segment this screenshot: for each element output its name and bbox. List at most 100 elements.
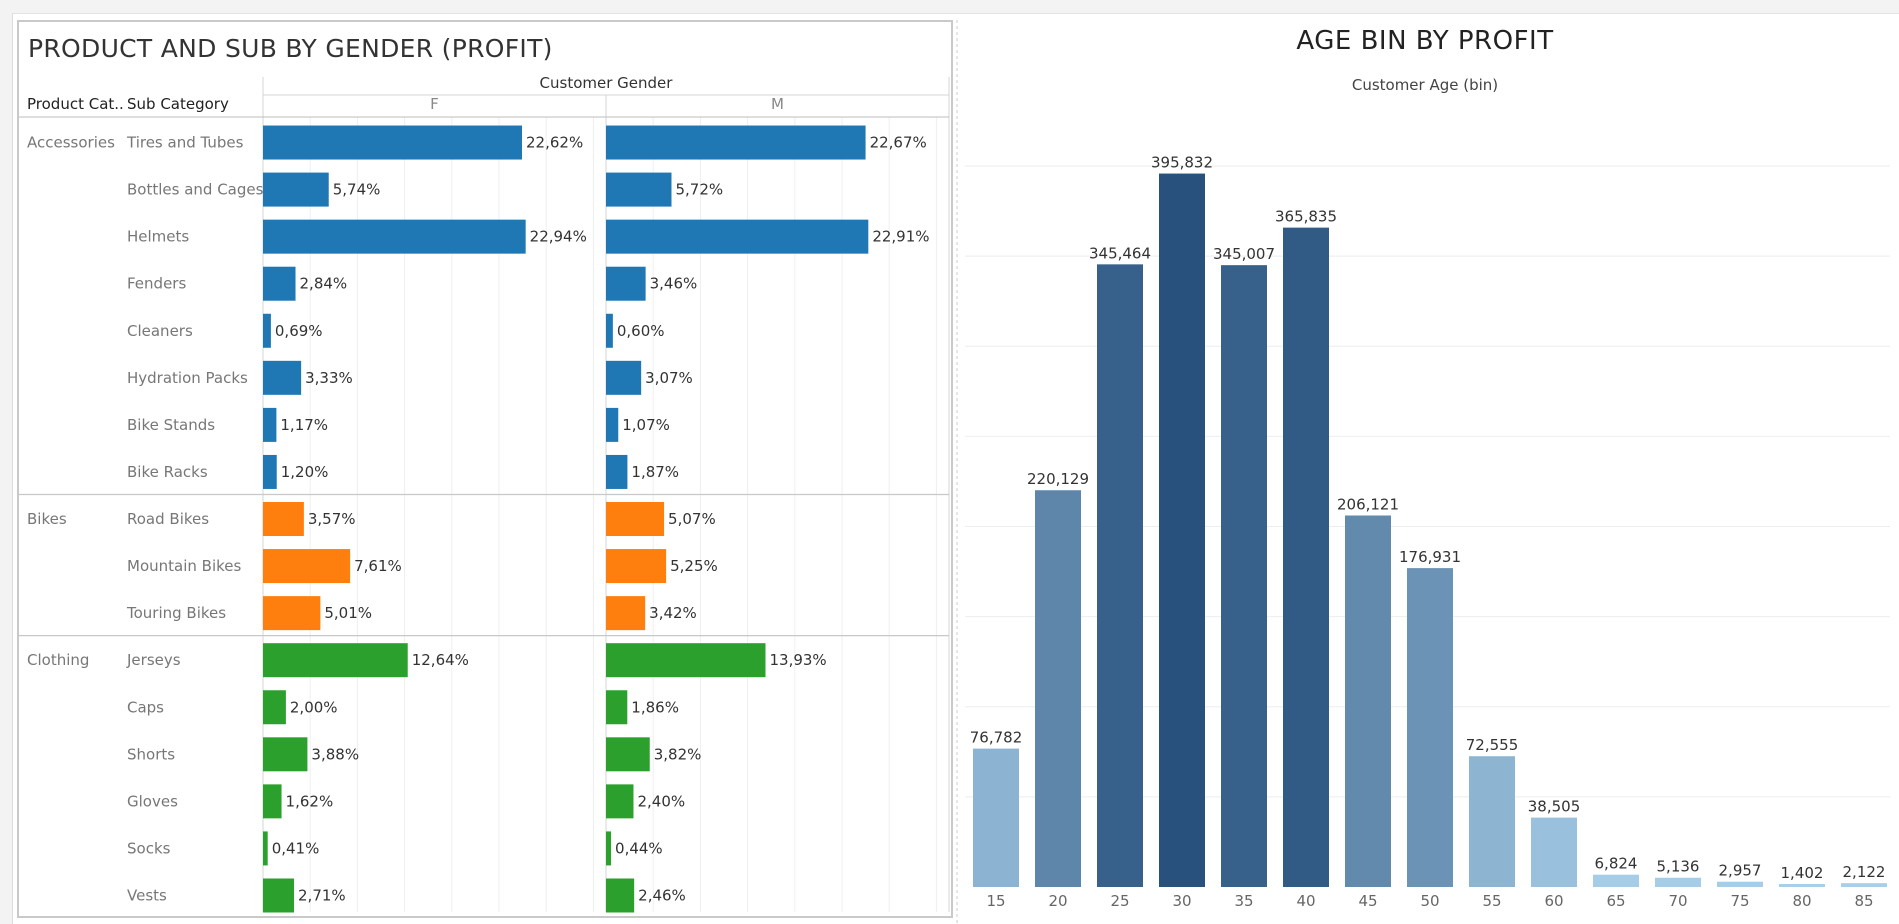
bar-age-35: [1221, 265, 1267, 887]
bar-clothing-shorts-m: [606, 737, 650, 772]
bar-age-20: [1035, 490, 1081, 887]
sub-category-label: Jerseys: [126, 651, 181, 669]
bar-value-label: 7,61%: [354, 557, 402, 575]
bar-bikes-touring-bikes-m: [606, 596, 646, 631]
bar-value-label: 0,69%: [275, 322, 323, 340]
left-sidebar-tabs[interactable]: [0, 13, 13, 924]
bar-value-label: 1,17%: [280, 416, 328, 434]
bar-bikes-mountain-bikes-m: [606, 549, 667, 584]
bar-clothing-gloves-m: [606, 784, 634, 819]
bar-clothing-jerseys-f: [263, 643, 408, 678]
bar-age-15: [973, 748, 1019, 887]
bar-accessories-cleaners-m: [606, 313, 613, 348]
bar-age-50: [1407, 568, 1453, 887]
column-header-m: M: [771, 95, 784, 113]
sub-category-label: Tires and Tubes: [126, 134, 244, 152]
bar-value-label: 2,84%: [300, 275, 348, 293]
bar-value-label-45: 206,121: [1337, 495, 1399, 513]
bar-age-65: [1593, 874, 1639, 887]
bar-value-label: 5,72%: [675, 181, 723, 199]
bar-value-label: 2,46%: [638, 886, 686, 904]
bar-accessories-tires-and-tubes-f: [263, 125, 522, 160]
x-tick-label-80: 80: [1792, 892, 1811, 910]
sub-category-label: Gloves: [127, 792, 178, 810]
bar-age-80: [1779, 884, 1825, 887]
sub-category-label: Fenders: [127, 275, 186, 293]
x-tick-label-70: 70: [1668, 892, 1687, 910]
bar-age-40: [1283, 227, 1329, 887]
bar-value-label-30: 395,832: [1151, 154, 1213, 172]
bar-value-label: 1,07%: [622, 416, 670, 434]
bar-value-label: 0,60%: [617, 322, 665, 340]
bar-clothing-caps-f: [263, 690, 286, 725]
bar-value-label: 13,93%: [769, 651, 826, 669]
bar-age-85: [1841, 883, 1887, 887]
category-label-accessories: Accessories: [27, 134, 115, 152]
bar-bikes-touring-bikes-f: [263, 596, 321, 631]
x-tick-label-75: 75: [1730, 892, 1749, 910]
bar-clothing-socks-f: [263, 831, 268, 866]
bar-value-label: 1,20%: [281, 463, 329, 481]
bar-value-label: 2,71%: [298, 886, 346, 904]
gender-profit-panel: PRODUCT AND SUB BY GENDER (PROFIT) Produc…: [17, 20, 953, 919]
header-product-category: Product Cat..: [27, 95, 124, 113]
category-label-clothing: Clothing: [27, 651, 89, 669]
bar-value-label-80: 1,402: [1781, 864, 1824, 882]
x-tick-label-40: 40: [1296, 892, 1315, 910]
bar-accessories-helmets-f: [263, 219, 526, 254]
bar-value-label: 3,46%: [650, 275, 698, 293]
sub-category-label: Bottles and Cages: [127, 181, 264, 199]
bar-value-label-25: 345,464: [1089, 244, 1151, 262]
bar-value-label: 0,41%: [272, 839, 320, 857]
x-tick-label-65: 65: [1606, 892, 1625, 910]
x-tick-label-30: 30: [1172, 892, 1191, 910]
bar-value-label: 5,01%: [324, 604, 372, 622]
bar-value-label-20: 220,129: [1027, 470, 1089, 488]
bar-value-label: 22,91%: [872, 228, 929, 246]
header-sub-category: Sub Category: [127, 95, 229, 113]
bar-accessories-fenders-f: [263, 266, 296, 301]
x-tick-label-25: 25: [1110, 892, 1129, 910]
sub-category-label: Socks: [127, 839, 171, 857]
bar-value-label: 22,94%: [530, 228, 587, 246]
bar-value-label-15: 76,782: [970, 729, 1023, 747]
bar-accessories-cleaners-f: [263, 313, 271, 348]
bar-value-label: 3,88%: [311, 745, 359, 763]
age-chart-title: AGE BIN BY PROFIT: [1296, 26, 1554, 56]
x-tick-label-15: 15: [986, 892, 1005, 910]
bar-value-label: 3,82%: [654, 745, 702, 763]
bar-bikes-road-bikes-m: [606, 502, 665, 537]
bar-age-60: [1531, 817, 1577, 887]
left-chart-title: PRODUCT AND SUB BY GENDER (PROFIT): [28, 34, 553, 63]
category-label-bikes: Bikes: [27, 510, 67, 528]
bar-value-label: 1,86%: [631, 698, 679, 716]
bar-clothing-jerseys-m: [606, 643, 766, 678]
bar-accessories-bike-racks-f: [263, 454, 277, 489]
bar-age-55: [1469, 756, 1515, 887]
x-tick-label-50: 50: [1420, 892, 1439, 910]
gender-profit-chart: PRODUCT AND SUB BY GENDER (PROFIT) Produc…: [19, 34, 950, 919]
bar-value-label-50: 176,931: [1399, 548, 1461, 566]
bar-value-label: 3,07%: [645, 369, 693, 387]
bar-age-70: [1655, 877, 1701, 887]
x-tick-label-85: 85: [1854, 892, 1873, 910]
sub-category-label: Bike Racks: [127, 463, 208, 481]
bar-value-label: 22,62%: [526, 134, 583, 152]
sub-category-label: Mountain Bikes: [127, 557, 241, 575]
sub-category-label: Vests: [127, 886, 167, 904]
bar-value-label: 1,62%: [286, 792, 334, 810]
sub-category-label: Bike Stands: [127, 416, 215, 434]
x-tick-label-60: 60: [1544, 892, 1563, 910]
bar-accessories-bike-stands-f: [263, 407, 277, 442]
bar-bikes-mountain-bikes-f: [263, 549, 351, 584]
x-tick-label-20: 20: [1048, 892, 1067, 910]
bar-value-label: 1,87%: [631, 463, 679, 481]
bar-value-label: 3,33%: [305, 369, 353, 387]
bar-accessories-bike-stands-m: [606, 407, 619, 442]
bar-value-label: 5,74%: [333, 181, 381, 199]
age-axis-header: Customer Age (bin): [1351, 76, 1499, 94]
bar-value-label-40: 365,835: [1275, 208, 1337, 226]
bar-accessories-hydration-packs-m: [606, 360, 642, 395]
window-top-strip: [0, 0, 1899, 14]
bar-value-label-75: 2,957: [1719, 862, 1762, 880]
